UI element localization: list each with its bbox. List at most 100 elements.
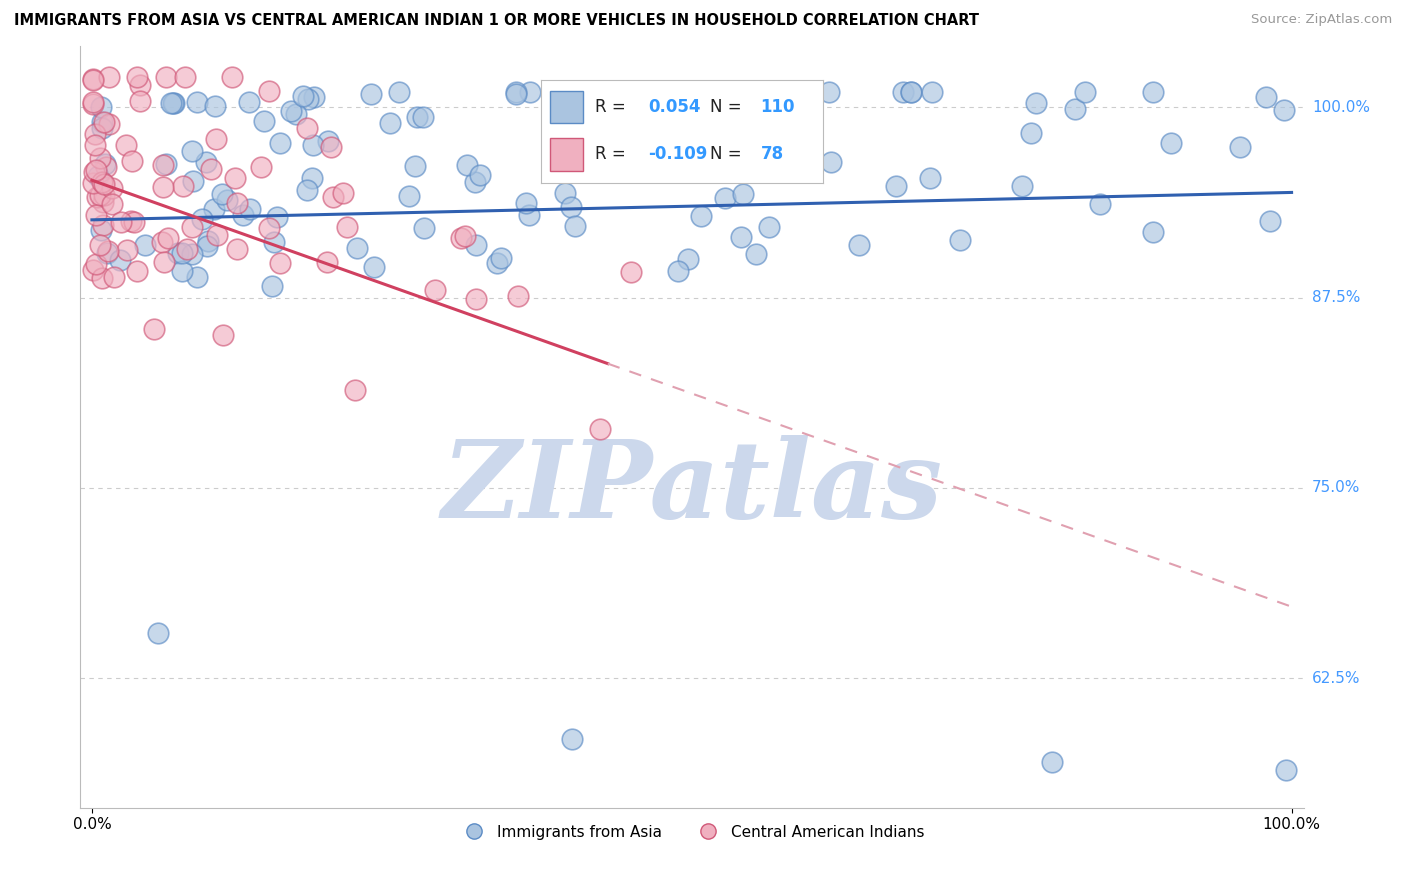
Point bbox=[83, 128, 105, 142]
Point bbox=[124, 214, 146, 228]
Point bbox=[315, 254, 337, 268]
Point bbox=[413, 221, 436, 235]
Point bbox=[689, 209, 711, 223]
Point bbox=[398, 188, 420, 202]
Point bbox=[322, 190, 344, 204]
Point bbox=[295, 183, 318, 197]
Point bbox=[406, 110, 429, 124]
Point bbox=[900, 85, 922, 99]
Point bbox=[1019, 126, 1042, 140]
Text: ZIPatlas: ZIPatlas bbox=[441, 435, 942, 541]
Point bbox=[94, 160, 117, 174]
Text: R =: R = bbox=[595, 98, 631, 116]
Point bbox=[1160, 136, 1182, 150]
Point bbox=[207, 227, 229, 242]
Point bbox=[560, 200, 582, 214]
Point bbox=[197, 234, 219, 248]
Point bbox=[163, 95, 186, 110]
Point bbox=[817, 85, 839, 99]
Point bbox=[252, 114, 274, 128]
Point bbox=[519, 85, 541, 99]
Point bbox=[204, 99, 226, 113]
Point bbox=[588, 156, 610, 170]
Point bbox=[848, 237, 870, 252]
Text: 110: 110 bbox=[761, 98, 796, 116]
Point bbox=[666, 264, 689, 278]
Point bbox=[129, 78, 152, 93]
Point bbox=[316, 134, 339, 148]
Point bbox=[319, 140, 342, 154]
Point bbox=[125, 70, 148, 84]
Point bbox=[1256, 89, 1278, 103]
Point bbox=[232, 208, 254, 222]
Point bbox=[263, 235, 285, 250]
Bar bbox=[550, 137, 583, 170]
Point bbox=[89, 188, 111, 202]
Point bbox=[115, 244, 138, 258]
Point bbox=[456, 158, 478, 172]
Text: 100.0%: 100.0% bbox=[1312, 100, 1369, 115]
Point bbox=[181, 247, 204, 261]
Point bbox=[1142, 85, 1164, 99]
Point bbox=[297, 92, 319, 106]
Point bbox=[412, 110, 434, 124]
Point bbox=[404, 159, 426, 173]
Point bbox=[269, 136, 291, 150]
Point bbox=[89, 151, 111, 165]
Point bbox=[1272, 103, 1295, 118]
Point bbox=[114, 138, 136, 153]
Point bbox=[86, 190, 108, 204]
Point bbox=[152, 179, 174, 194]
Point bbox=[84, 208, 107, 222]
Point bbox=[225, 196, 247, 211]
Point bbox=[172, 179, 194, 194]
Text: 75.0%: 75.0% bbox=[1312, 481, 1360, 495]
Point bbox=[280, 104, 302, 119]
Point bbox=[505, 87, 527, 101]
Point bbox=[464, 175, 486, 189]
Point bbox=[491, 251, 513, 265]
Point bbox=[142, 322, 165, 336]
Point bbox=[259, 221, 281, 235]
Point bbox=[388, 85, 411, 99]
Point bbox=[120, 214, 142, 228]
Point bbox=[82, 262, 104, 277]
Point bbox=[180, 144, 202, 158]
Point bbox=[763, 153, 786, 168]
Point bbox=[101, 181, 124, 195]
Point bbox=[146, 625, 169, 640]
Point bbox=[91, 114, 114, 128]
Point bbox=[257, 84, 280, 98]
Point bbox=[94, 157, 117, 171]
Point bbox=[103, 270, 125, 285]
Point bbox=[713, 191, 735, 205]
Text: -0.109: -0.109 bbox=[648, 145, 707, 163]
Point bbox=[266, 211, 288, 225]
Point bbox=[155, 70, 177, 84]
Legend: Immigrants from Asia, Central American Indians: Immigrants from Asia, Central American I… bbox=[453, 819, 931, 846]
Point bbox=[100, 197, 122, 211]
Point bbox=[96, 245, 118, 260]
Point bbox=[285, 107, 308, 121]
Text: N =: N = bbox=[710, 98, 747, 116]
Point bbox=[301, 171, 323, 186]
Point bbox=[82, 73, 104, 87]
Point bbox=[344, 383, 367, 397]
Point bbox=[172, 264, 194, 278]
Point bbox=[186, 95, 208, 109]
Point bbox=[302, 138, 325, 153]
Point bbox=[167, 246, 190, 260]
Point bbox=[260, 278, 283, 293]
Point bbox=[758, 220, 780, 235]
Point bbox=[515, 196, 537, 211]
Point bbox=[134, 237, 156, 252]
Point bbox=[302, 90, 325, 104]
Point bbox=[346, 241, 368, 255]
Point bbox=[730, 230, 752, 244]
Point bbox=[93, 115, 115, 129]
Point bbox=[225, 242, 247, 256]
Point bbox=[250, 160, 273, 174]
Text: IMMIGRANTS FROM ASIA VS CENTRAL AMERICAN INDIAN 1 OR MORE VEHICLES IN HOUSEHOLD : IMMIGRANTS FROM ASIA VS CENTRAL AMERICAN… bbox=[14, 13, 979, 29]
Point bbox=[918, 171, 941, 186]
Point bbox=[745, 247, 768, 261]
